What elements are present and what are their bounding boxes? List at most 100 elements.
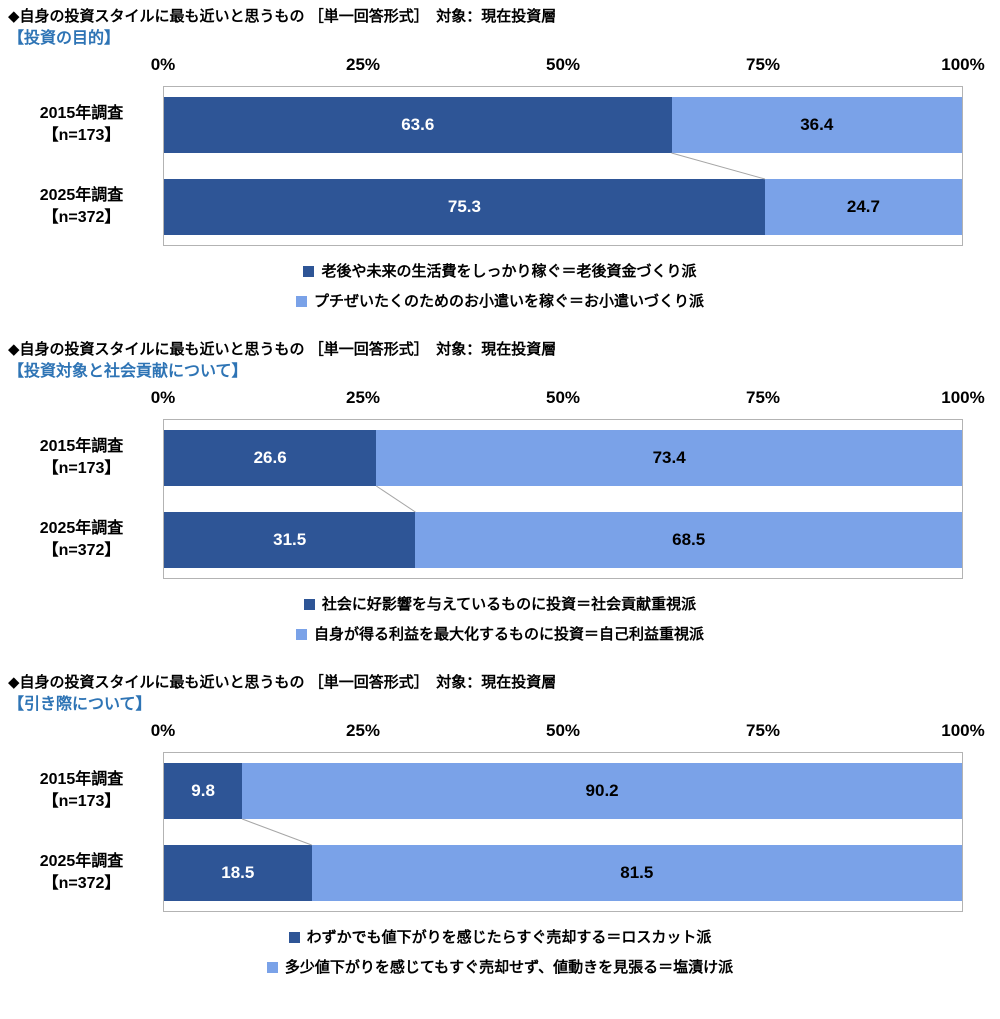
chart-section-exit-timing: ◆自身の投資スタイルに最も近いと思うもの ［単一回答形式］ 対象：現在投資層 【… xyxy=(0,672,1000,977)
bar-segment-series2: 68.5 xyxy=(415,512,962,568)
chart-section-social-contribution: ◆自身の投資スタイルに最も近いと思うもの ［単一回答形式］ 対象：現在投資層 【… xyxy=(0,339,1000,644)
axis-tick: 100% xyxy=(941,388,985,407)
segment-value-label: 26.6 xyxy=(253,448,287,467)
segment-value-label: 24.7 xyxy=(846,197,880,216)
legend-entry-series2: プチぜいたくのためのお小遣いを稼ぐ＝お小遣いづくり派 xyxy=(0,292,1000,311)
plot-area: 0% 25% 50% 75% 100% 9.8 90.2 xyxy=(151,718,985,912)
category-label-2025: 2025年調査 【n=372】 xyxy=(0,179,163,235)
bar-segment-series2: 73.4 xyxy=(376,430,962,486)
category-label-line: 2015年調査 xyxy=(39,438,124,455)
x-axis-ticks: 0% 25% 50% 75% 100% xyxy=(151,718,985,752)
plot-area: 0% 25% 50% 75% 100% 63.6 36.4 xyxy=(151,52,985,246)
category-label-line: 【n=173】 xyxy=(42,460,121,477)
legend-swatch-series1-icon xyxy=(303,599,315,610)
category-label-line: 2025年調査 xyxy=(39,520,124,537)
chart-section-investment-purpose: ◆自身の投資スタイルに最も近いと思うもの ［単一回答形式］ 対象：現在投資層 【… xyxy=(0,6,1000,311)
bar-segment-series2: 90.2 xyxy=(242,763,962,819)
legend-entry-series1: 老後や未来の生活費をしっかり稼ぐ＝老後資金づくり派 xyxy=(0,262,1000,281)
category-label-line: 【n=173】 xyxy=(42,127,121,144)
category-labels: 2015年調査 【n=173】 2025年調査 【n=372】 xyxy=(0,385,163,579)
legend-entry-series2: 自身が得る利益を最大化するものに投資＝自己利益重視派 xyxy=(0,625,1000,644)
bar-segment-series1: 9.8 xyxy=(164,763,243,819)
axis-tick: 100% xyxy=(941,721,985,740)
axis-tick: 25% xyxy=(345,55,381,74)
legend-swatch-series2-icon xyxy=(295,629,307,640)
axis-tick: 0% xyxy=(150,388,176,407)
axis-tick: 0% xyxy=(150,55,176,74)
category-label-line: 【n=372】 xyxy=(42,875,121,892)
axis-tick: 75% xyxy=(745,388,781,407)
segment-value-label: 63.6 xyxy=(401,115,435,134)
bar-segment-series2: 24.7 xyxy=(764,179,962,235)
category-labels: 2015年調査 【n=173】 2025年調査 【n=372】 xyxy=(0,52,163,246)
bar-row-2025: 75.3 24.7 xyxy=(164,179,962,235)
plot-area: 0% 25% 50% 75% 100% 26.6 73.4 xyxy=(151,385,985,579)
bar-row-2015: 63.6 36.4 xyxy=(164,97,962,153)
plot-frame: 9.8 90.2 18.5 81.5 xyxy=(163,752,963,912)
segment-value-label: 31.5 xyxy=(273,530,307,549)
legend: 老後や未来の生活費をしっかり稼ぐ＝老後資金づくり派 プチぜいたくのためのお小遣い… xyxy=(0,262,1000,311)
x-axis-ticks: 0% 25% 50% 75% 100% xyxy=(151,385,985,419)
chart-title: ◆自身の投資スタイルに最も近いと思うもの ［単一回答形式］ 対象：現在投資層 xyxy=(8,341,557,358)
bar-row-2025: 31.5 68.5 xyxy=(164,512,962,568)
chart-subtitle: 【引き際について】 xyxy=(8,696,152,713)
segment-value-label: 9.8 xyxy=(191,781,215,800)
axis-tick: 50% xyxy=(545,388,581,407)
category-label-2025: 2025年調査 【n=372】 xyxy=(0,845,163,901)
category-label-line: 2015年調査 xyxy=(39,771,124,788)
bar-segment-series1: 31.5 xyxy=(164,512,416,568)
legend-swatch-series2-icon xyxy=(295,296,307,307)
axis-tick: 0% xyxy=(150,721,176,740)
legend-swatch-series2-icon xyxy=(266,962,278,973)
axis-tick: 50% xyxy=(545,721,581,740)
legend-entry-series1: わずかでも値下がりを感じたらすぐ売却する＝ロスカット派 xyxy=(0,928,1000,947)
plot-frame: 26.6 73.4 31.5 68.5 xyxy=(163,419,963,579)
legend-swatch-series1-icon xyxy=(288,932,300,943)
segment-value-label: 73.4 xyxy=(652,448,686,467)
bar-segment-series2: 36.4 xyxy=(671,97,962,153)
chart-title: ◆自身の投資スタイルに最も近いと思うもの ［単一回答形式］ 対象：現在投資層 xyxy=(8,674,557,691)
legend-text: 自身が得る利益を最大化するものに投資＝自己利益重視派 xyxy=(313,626,704,643)
category-labels: 2015年調査 【n=173】 2025年調査 【n=372】 xyxy=(0,718,163,912)
category-label-line: 【n=372】 xyxy=(42,542,121,559)
chart-body: 2015年調査 【n=173】 2025年調査 【n=372】 0% 25% 5… xyxy=(0,52,1000,246)
bar-segment-series1: 18.5 xyxy=(164,845,312,901)
category-label-line: 2025年調査 xyxy=(39,853,124,870)
category-label-line: 【n=173】 xyxy=(42,793,121,810)
axis-tick: 25% xyxy=(345,721,381,740)
x-axis-ticks: 0% 25% 50% 75% 100% xyxy=(151,52,985,86)
axis-tick: 25% xyxy=(345,388,381,407)
category-label-line: 2015年調査 xyxy=(39,105,124,122)
plot-frame: 63.6 36.4 75.3 24.7 xyxy=(163,86,963,246)
connector-line xyxy=(164,153,962,179)
category-label-line: 2025年調査 xyxy=(39,187,124,204)
legend-text: わずかでも値下がりを感じたらすぐ売却する＝ロスカット派 xyxy=(306,929,712,946)
category-label-2015: 2015年調査 【n=173】 xyxy=(0,763,163,819)
bar-segment-series2: 81.5 xyxy=(311,845,962,901)
segment-value-label: 75.3 xyxy=(447,197,481,216)
bar-row-2015: 26.6 73.4 xyxy=(164,430,962,486)
category-label-2015: 2015年調査 【n=173】 xyxy=(0,430,163,486)
chart-body: 2015年調査 【n=173】 2025年調査 【n=372】 0% 25% 5… xyxy=(0,718,1000,912)
axis-tick: 100% xyxy=(941,55,985,74)
bar-row-2025: 18.5 81.5 xyxy=(164,845,962,901)
legend-entry-series1: 社会に好影響を与えているものに投資＝社会貢献重視派 xyxy=(0,595,1000,614)
bar-segment-series1: 75.3 xyxy=(164,179,765,235)
legend: わずかでも値下がりを感じたらすぐ売却する＝ロスカット派 多少値下がりを感じてもす… xyxy=(0,928,1000,977)
chart-subtitle: 【投資の目的】 xyxy=(8,30,121,47)
segment-value-label: 81.5 xyxy=(620,863,654,882)
segment-value-label: 18.5 xyxy=(221,863,255,882)
chart-body: 2015年調査 【n=173】 2025年調査 【n=372】 0% 25% 5… xyxy=(0,385,1000,579)
segment-value-label: 90.2 xyxy=(585,781,619,800)
bar-segment-series1: 63.6 xyxy=(164,97,672,153)
legend-text: 老後や未来の生活費をしっかり稼ぐ＝老後資金づくり派 xyxy=(321,263,697,280)
legend-text: 社会に好影響を与えているものに投資＝社会貢献重視派 xyxy=(321,596,697,613)
category-label-2015: 2015年調査 【n=173】 xyxy=(0,97,163,153)
legend: 社会に好影響を与えているものに投資＝社会貢献重視派 自身が得る利益を最大化するも… xyxy=(0,595,1000,644)
axis-tick: 75% xyxy=(745,55,781,74)
category-label-line: 【n=372】 xyxy=(42,209,121,226)
axis-tick: 50% xyxy=(545,55,581,74)
legend-text: プチぜいたくのためのお小遣いを稼ぐ＝お小遣いづくり派 xyxy=(313,293,704,310)
connector-line xyxy=(164,819,962,845)
segment-value-label: 68.5 xyxy=(672,530,706,549)
